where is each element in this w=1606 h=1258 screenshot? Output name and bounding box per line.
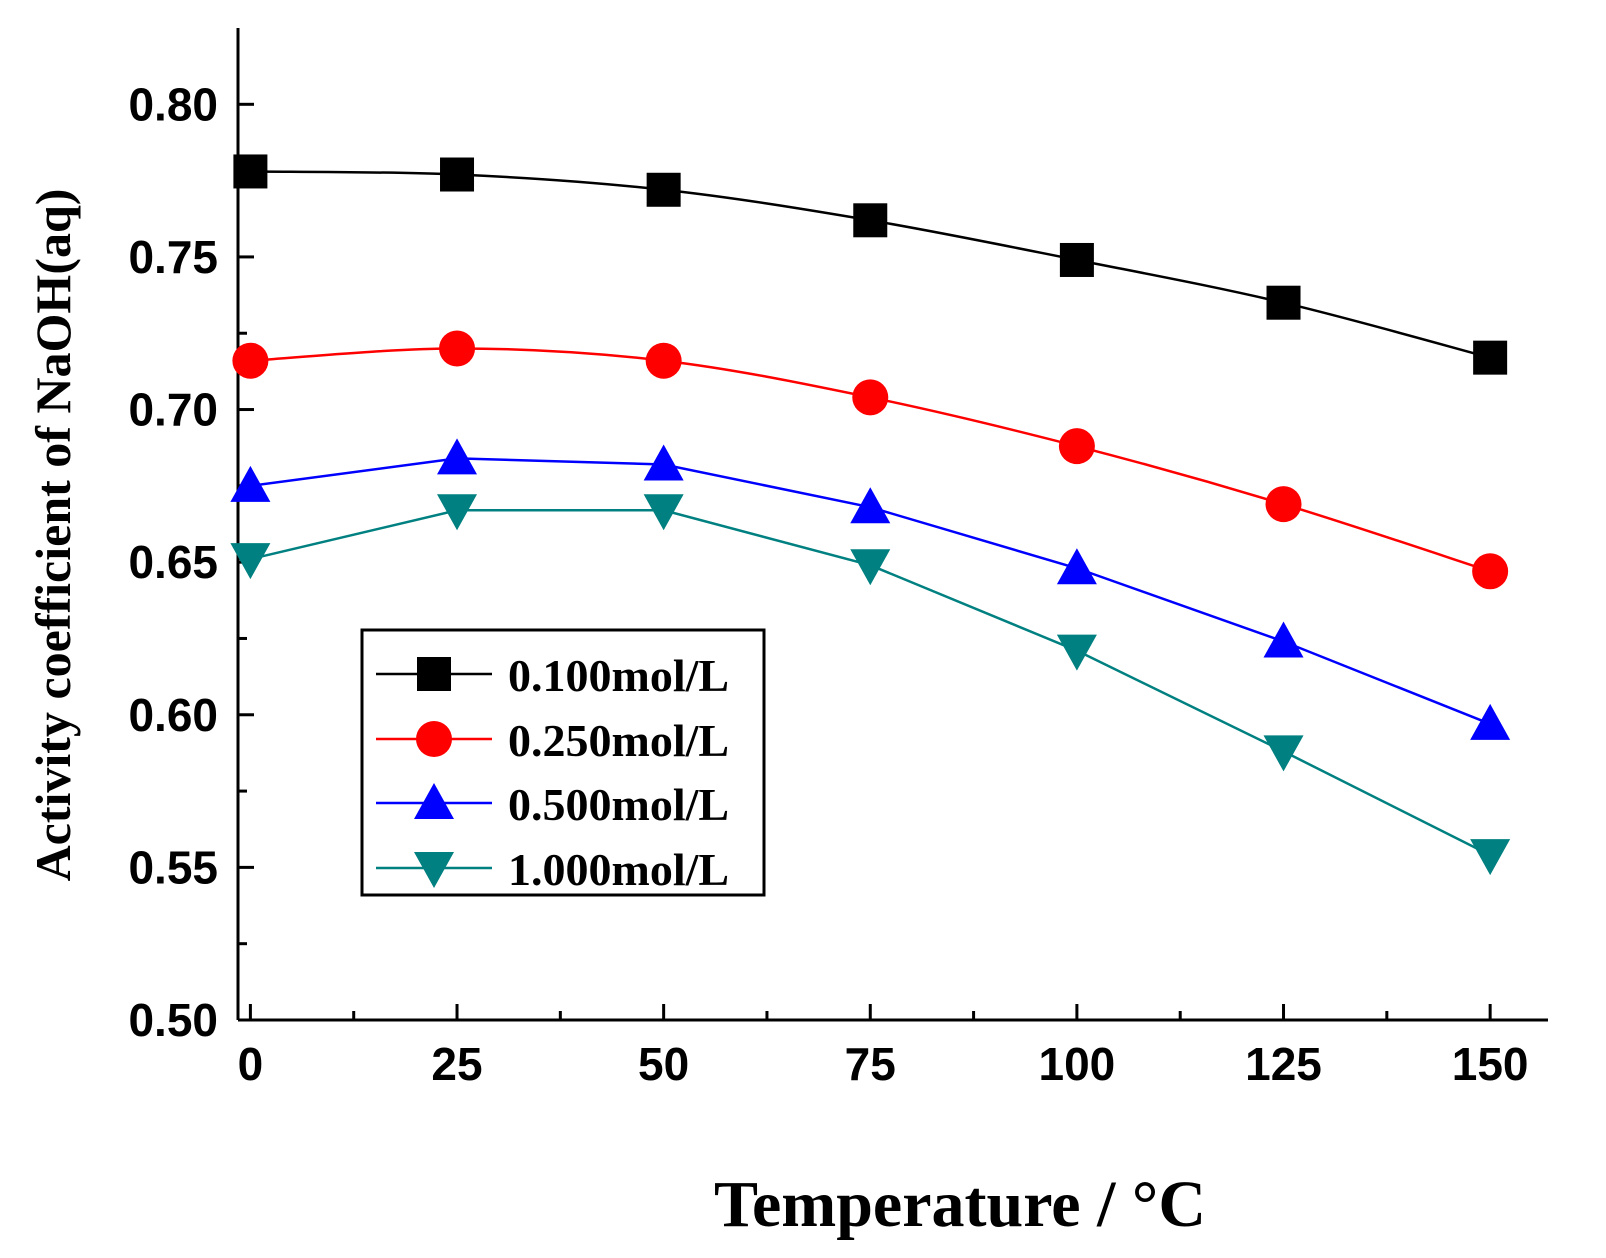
data-point (233, 154, 268, 189)
data-point (232, 342, 269, 379)
legend-label: 1.000mol/L (508, 844, 729, 895)
data-point (437, 494, 478, 531)
legend-entry: 0.500mol/L (376, 779, 729, 830)
data-point (1059, 242, 1094, 277)
x-axis-title: Temperature / °C (714, 1168, 1206, 1241)
y-tick-label: 0.75 (128, 231, 218, 283)
data-point (437, 438, 478, 475)
legend-label: 0.100mol/L (508, 650, 729, 701)
legend-entry: 0.250mol/L (376, 715, 729, 766)
y-tick-label: 0.50 (128, 994, 218, 1046)
x-tick-label: 150 (1452, 1038, 1529, 1090)
data-point (1470, 703, 1511, 740)
legend-label: 0.250mol/L (508, 715, 729, 766)
legend-marker (414, 783, 454, 819)
series-group (230, 154, 1511, 876)
data-point (439, 330, 476, 367)
data-point (1470, 839, 1511, 876)
y-axis-title: Activity coefficient of NaOH(aq) (25, 189, 81, 882)
legend-label: 0.500mol/L (508, 779, 729, 830)
data-point (853, 203, 888, 238)
data-point (1263, 621, 1304, 658)
series-4 (230, 494, 1511, 876)
y-tick-label: 0.80 (128, 78, 218, 130)
series-2 (232, 330, 1509, 590)
data-point (1263, 735, 1304, 772)
data-point (646, 172, 681, 207)
legend-entry: 1.000mol/L (376, 844, 729, 895)
data-point (1473, 340, 1508, 375)
series-1 (233, 154, 1508, 375)
data-point (850, 549, 891, 586)
data-point (1056, 548, 1097, 585)
series-3 (230, 438, 1511, 740)
data-point (850, 487, 891, 524)
data-point (643, 494, 684, 531)
x-tick-label: 0 (238, 1038, 264, 1090)
x-tick-label: 100 (1039, 1038, 1116, 1090)
data-point (440, 157, 475, 192)
data-point (1266, 285, 1301, 320)
data-point (1265, 486, 1302, 523)
x-tick-label: 125 (1245, 1038, 1322, 1090)
data-point (643, 444, 684, 481)
legend: 0.100mol/L 0.250mol/L 0.500mol/L 1.000mol/L (360, 628, 766, 897)
data-point (230, 543, 271, 580)
x-tick-label: 50 (638, 1038, 689, 1090)
legend-marker (417, 657, 451, 691)
y-tick-label: 0.70 (128, 384, 218, 436)
x-tick-label: 75 (845, 1038, 896, 1090)
legend-entry: 0.100mol/L (376, 650, 729, 701)
data-point (1056, 634, 1097, 671)
legend-marker (414, 852, 454, 888)
data-point (645, 342, 682, 379)
series-line (250, 170, 1491, 359)
data-point (230, 465, 271, 502)
y-tick-label: 0.65 (128, 536, 218, 588)
legend-marker (416, 721, 452, 757)
x-tick-label: 25 (431, 1038, 482, 1090)
data-point (1058, 428, 1095, 465)
data-point (1472, 553, 1509, 590)
axes: 0.50 0.55 0.60 0.65 0.70 0.75 0.80 0 25 50 75 100 12… (128, 28, 1548, 1090)
data-point (852, 379, 889, 416)
y-tick-label: 0.55 (128, 841, 218, 893)
y-tick-label: 0.60 (128, 689, 218, 741)
